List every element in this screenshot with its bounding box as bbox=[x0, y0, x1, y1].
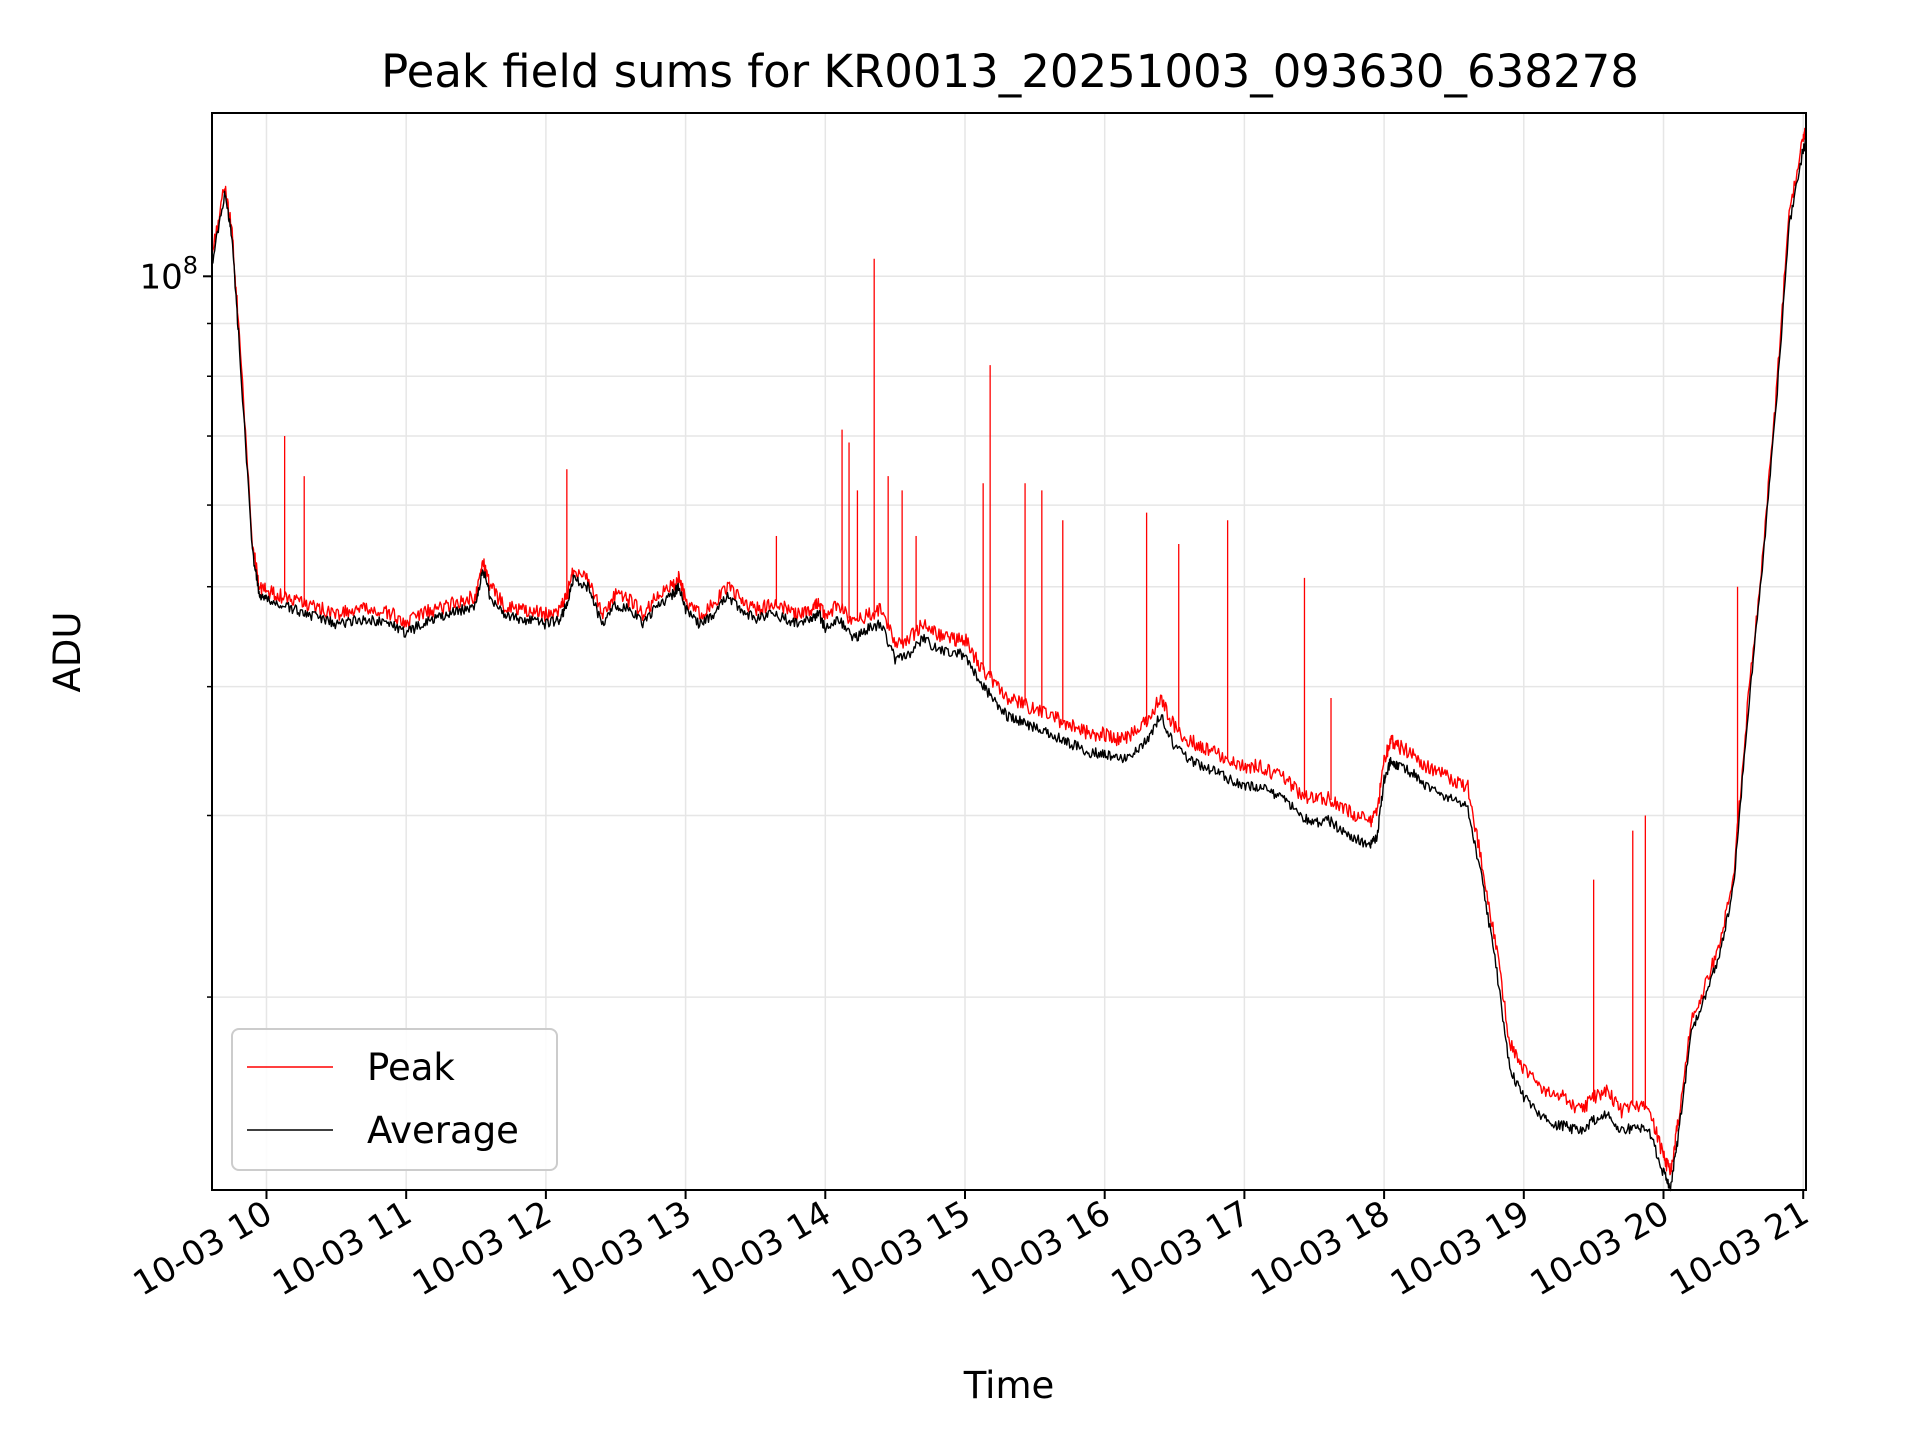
x-tick-label: 10-03 18 bbox=[1244, 1193, 1396, 1304]
x-tick-label: 10-03 12 bbox=[406, 1193, 558, 1304]
x-tick-label: 10-03 14 bbox=[685, 1193, 837, 1304]
legend-peak-label: Peak bbox=[367, 1046, 455, 1089]
x-tick-label: 10-03 19 bbox=[1384, 1193, 1536, 1304]
legend-average-label: Average bbox=[367, 1109, 519, 1152]
series-layer bbox=[211, 127, 1807, 1192]
peak-series-line bbox=[211, 127, 1807, 1176]
x-tick-label: 10-03 21 bbox=[1663, 1193, 1815, 1304]
x-axis-label: Time bbox=[963, 1364, 1055, 1407]
y-axis-label: ADU bbox=[46, 612, 89, 693]
x-tick-label: 10-03 11 bbox=[266, 1193, 418, 1304]
y-tick-label: 108 bbox=[139, 251, 198, 297]
chart-title: Peak field sums for KR0013_20251003_0936… bbox=[381, 45, 1639, 98]
x-tick-label: 10-03 10 bbox=[127, 1193, 279, 1304]
grid bbox=[212, 113, 1806, 1190]
x-tick-label: 10-03 13 bbox=[546, 1193, 698, 1304]
x-tick-label: 10-03 15 bbox=[825, 1193, 977, 1304]
legend: Peak Average bbox=[231, 1028, 558, 1171]
x-tick-label: 10-03 20 bbox=[1524, 1193, 1676, 1304]
x-tick-label: 10-03 17 bbox=[1105, 1193, 1257, 1304]
legend-box bbox=[231, 1028, 558, 1171]
average-series-line bbox=[211, 138, 1807, 1192]
plot-frame bbox=[211, 112, 1807, 1191]
x-tick-label: 10-03 16 bbox=[965, 1193, 1117, 1304]
